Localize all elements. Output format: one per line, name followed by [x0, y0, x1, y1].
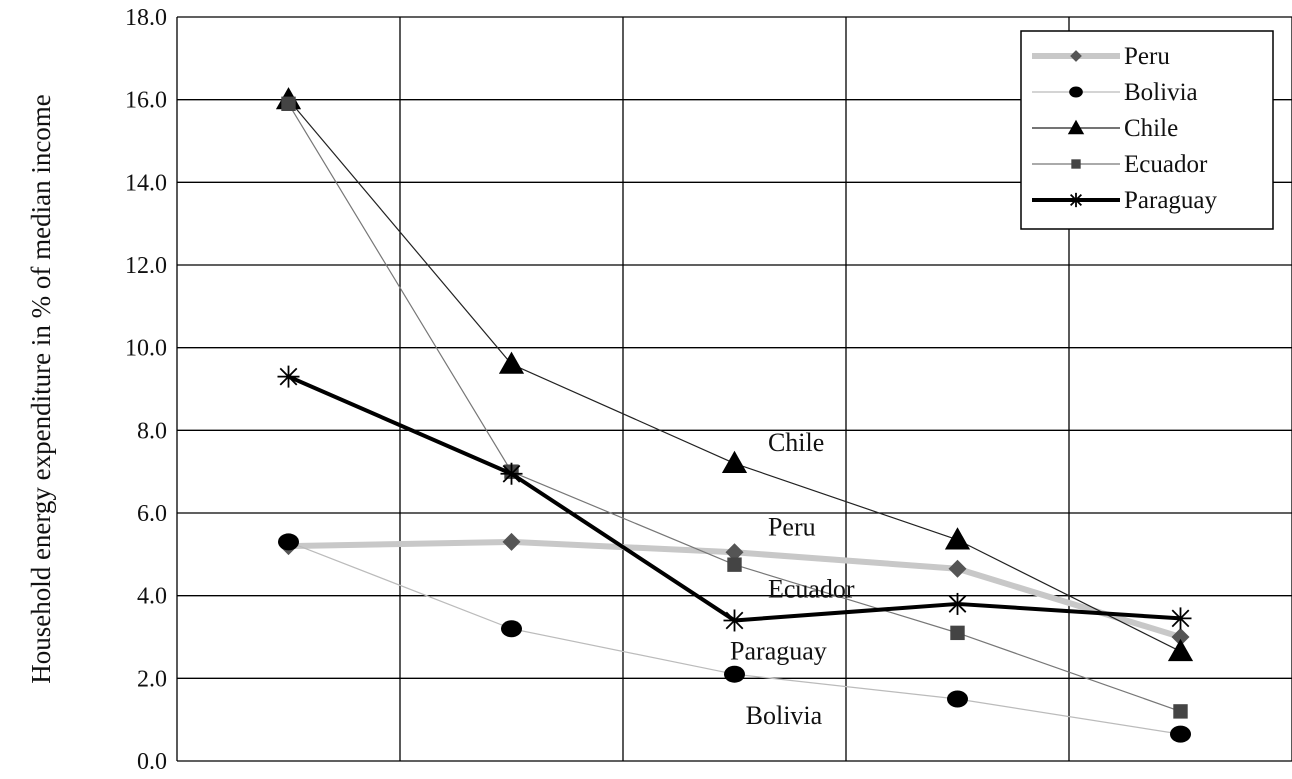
y-tick-label: 16.0	[125, 88, 167, 114]
diamond-marker	[725, 543, 744, 562]
y-axis-title: Household energy expenditure in % of med…	[26, 94, 56, 684]
legend-entry: Paraguay	[1032, 187, 1218, 214]
y-tick-label: 2.0	[137, 666, 167, 692]
y-tick-label: 12.0	[125, 253, 167, 279]
circle-marker	[1170, 725, 1191, 743]
square-marker	[1071, 159, 1081, 169]
legend: Peru Bolivia Chile Ecuador Paraguay	[1020, 30, 1274, 230]
annotation-label: Chile	[768, 428, 824, 457]
gridlines	[176, 16, 1292, 762]
circle-marker	[1069, 86, 1083, 98]
y-tick-label: 6.0	[137, 501, 167, 527]
legend-entry: Chile	[1032, 115, 1178, 142]
legend-entry: Ecuador	[1032, 151, 1208, 178]
star-marker	[723, 609, 746, 632]
legend-label: Ecuador	[1124, 151, 1208, 178]
series-group	[275, 87, 1194, 743]
legend-label: Chile	[1124, 115, 1178, 142]
star-marker	[946, 592, 969, 615]
triangle-marker	[721, 450, 748, 473]
square-marker	[281, 96, 296, 111]
circle-marker	[501, 620, 522, 638]
y-tick-label: 10.0	[125, 336, 167, 362]
triangle-marker	[1167, 638, 1194, 662]
square-marker	[1173, 704, 1188, 719]
annotation-label: Bolivia	[746, 701, 823, 730]
legend-entry: Peru	[1032, 43, 1170, 70]
y-tick-label: 14.0	[125, 170, 167, 196]
annotation-label: Paraguay	[730, 637, 827, 666]
y-tick-label: 18.0	[125, 5, 167, 31]
series-peru	[279, 532, 1190, 646]
legend-label: Peru	[1124, 43, 1170, 70]
square-marker	[727, 557, 742, 572]
annotations: Chile Peru Ecuador Paraguay Bolivia	[730, 428, 855, 730]
legend-entry: Bolivia	[1032, 79, 1198, 106]
circle-marker	[947, 690, 968, 708]
diamond-marker	[502, 532, 521, 551]
triangle-marker	[498, 351, 525, 374]
series-paraguay	[277, 365, 1192, 632]
triangle-marker	[1067, 119, 1085, 135]
star-marker	[500, 462, 523, 485]
series-bolivia	[278, 533, 1191, 743]
y-tick-label: 0.0	[137, 749, 167, 775]
y-tick-labels: 0.0 2.0 4.0 6.0 8.0 10.0 12.0 14.0 16.0 18.0	[125, 5, 167, 775]
triangle-marker	[944, 527, 971, 550]
star-marker	[1068, 192, 1084, 208]
circle-marker	[724, 665, 745, 683]
star-marker	[1169, 607, 1192, 630]
legend-box	[1020, 30, 1274, 230]
annotation-label: Peru	[768, 513, 816, 542]
diamond-marker	[1171, 628, 1190, 646]
diamond-marker	[948, 559, 967, 578]
square-marker	[950, 625, 965, 641]
diamond-marker	[1070, 50, 1082, 62]
legend-label: Bolivia	[1124, 79, 1198, 106]
y-tick-label: 4.0	[137, 584, 167, 610]
circle-marker	[278, 533, 299, 551]
annotation-label: Ecuador	[768, 575, 855, 604]
star-marker	[277, 365, 300, 388]
y-tick-label: 8.0	[137, 418, 167, 444]
legend-label: Paraguay	[1124, 187, 1218, 214]
